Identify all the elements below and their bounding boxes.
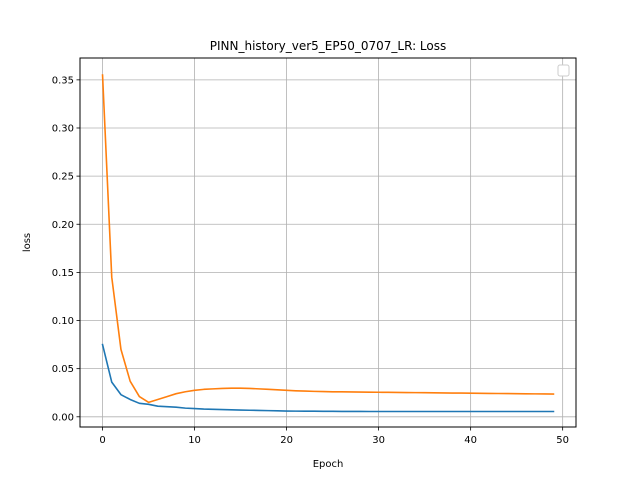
series-line-1: [101, 343, 555, 413]
series-line-2: [101, 74, 555, 404]
x-tick-label: 50: [556, 435, 569, 446]
x-axis-label: Epoch: [313, 459, 344, 470]
x-tick-label: 40: [464, 435, 477, 446]
x-tick-label: 30: [372, 435, 385, 446]
series-lines: [101, 74, 555, 413]
x-tick-label: 0: [99, 435, 105, 446]
x-tick-label: 20: [280, 435, 293, 446]
x-axis-ticks: 0 10 20 30 40 50: [99, 427, 569, 446]
y-tick-label: 0.35: [52, 75, 74, 86]
y-tick-label: 0.00: [52, 412, 74, 423]
y-tick-label: 0.05: [52, 364, 74, 375]
y-tick-label: 0.25: [52, 172, 74, 183]
y-tick-label: 0.20: [52, 220, 74, 231]
y-tick-label: 0.10: [52, 316, 74, 327]
x-tick-label: 10: [188, 435, 201, 446]
y-axis-ticks: 0.00 0.05 0.10 0.15 0.20 0.25 0.30 0.35: [52, 75, 80, 423]
y-axis-label: loss: [22, 233, 33, 252]
y-tick-label: 0.30: [52, 123, 74, 134]
plot-area-frame: [79, 57, 577, 428]
chart-title: PINN_history_ver5_EP50_0707_LR: Loss: [210, 39, 447, 53]
y-tick-label: 0.15: [52, 268, 74, 279]
legend-box: [557, 64, 570, 77]
grid-lines: [80, 58, 576, 427]
